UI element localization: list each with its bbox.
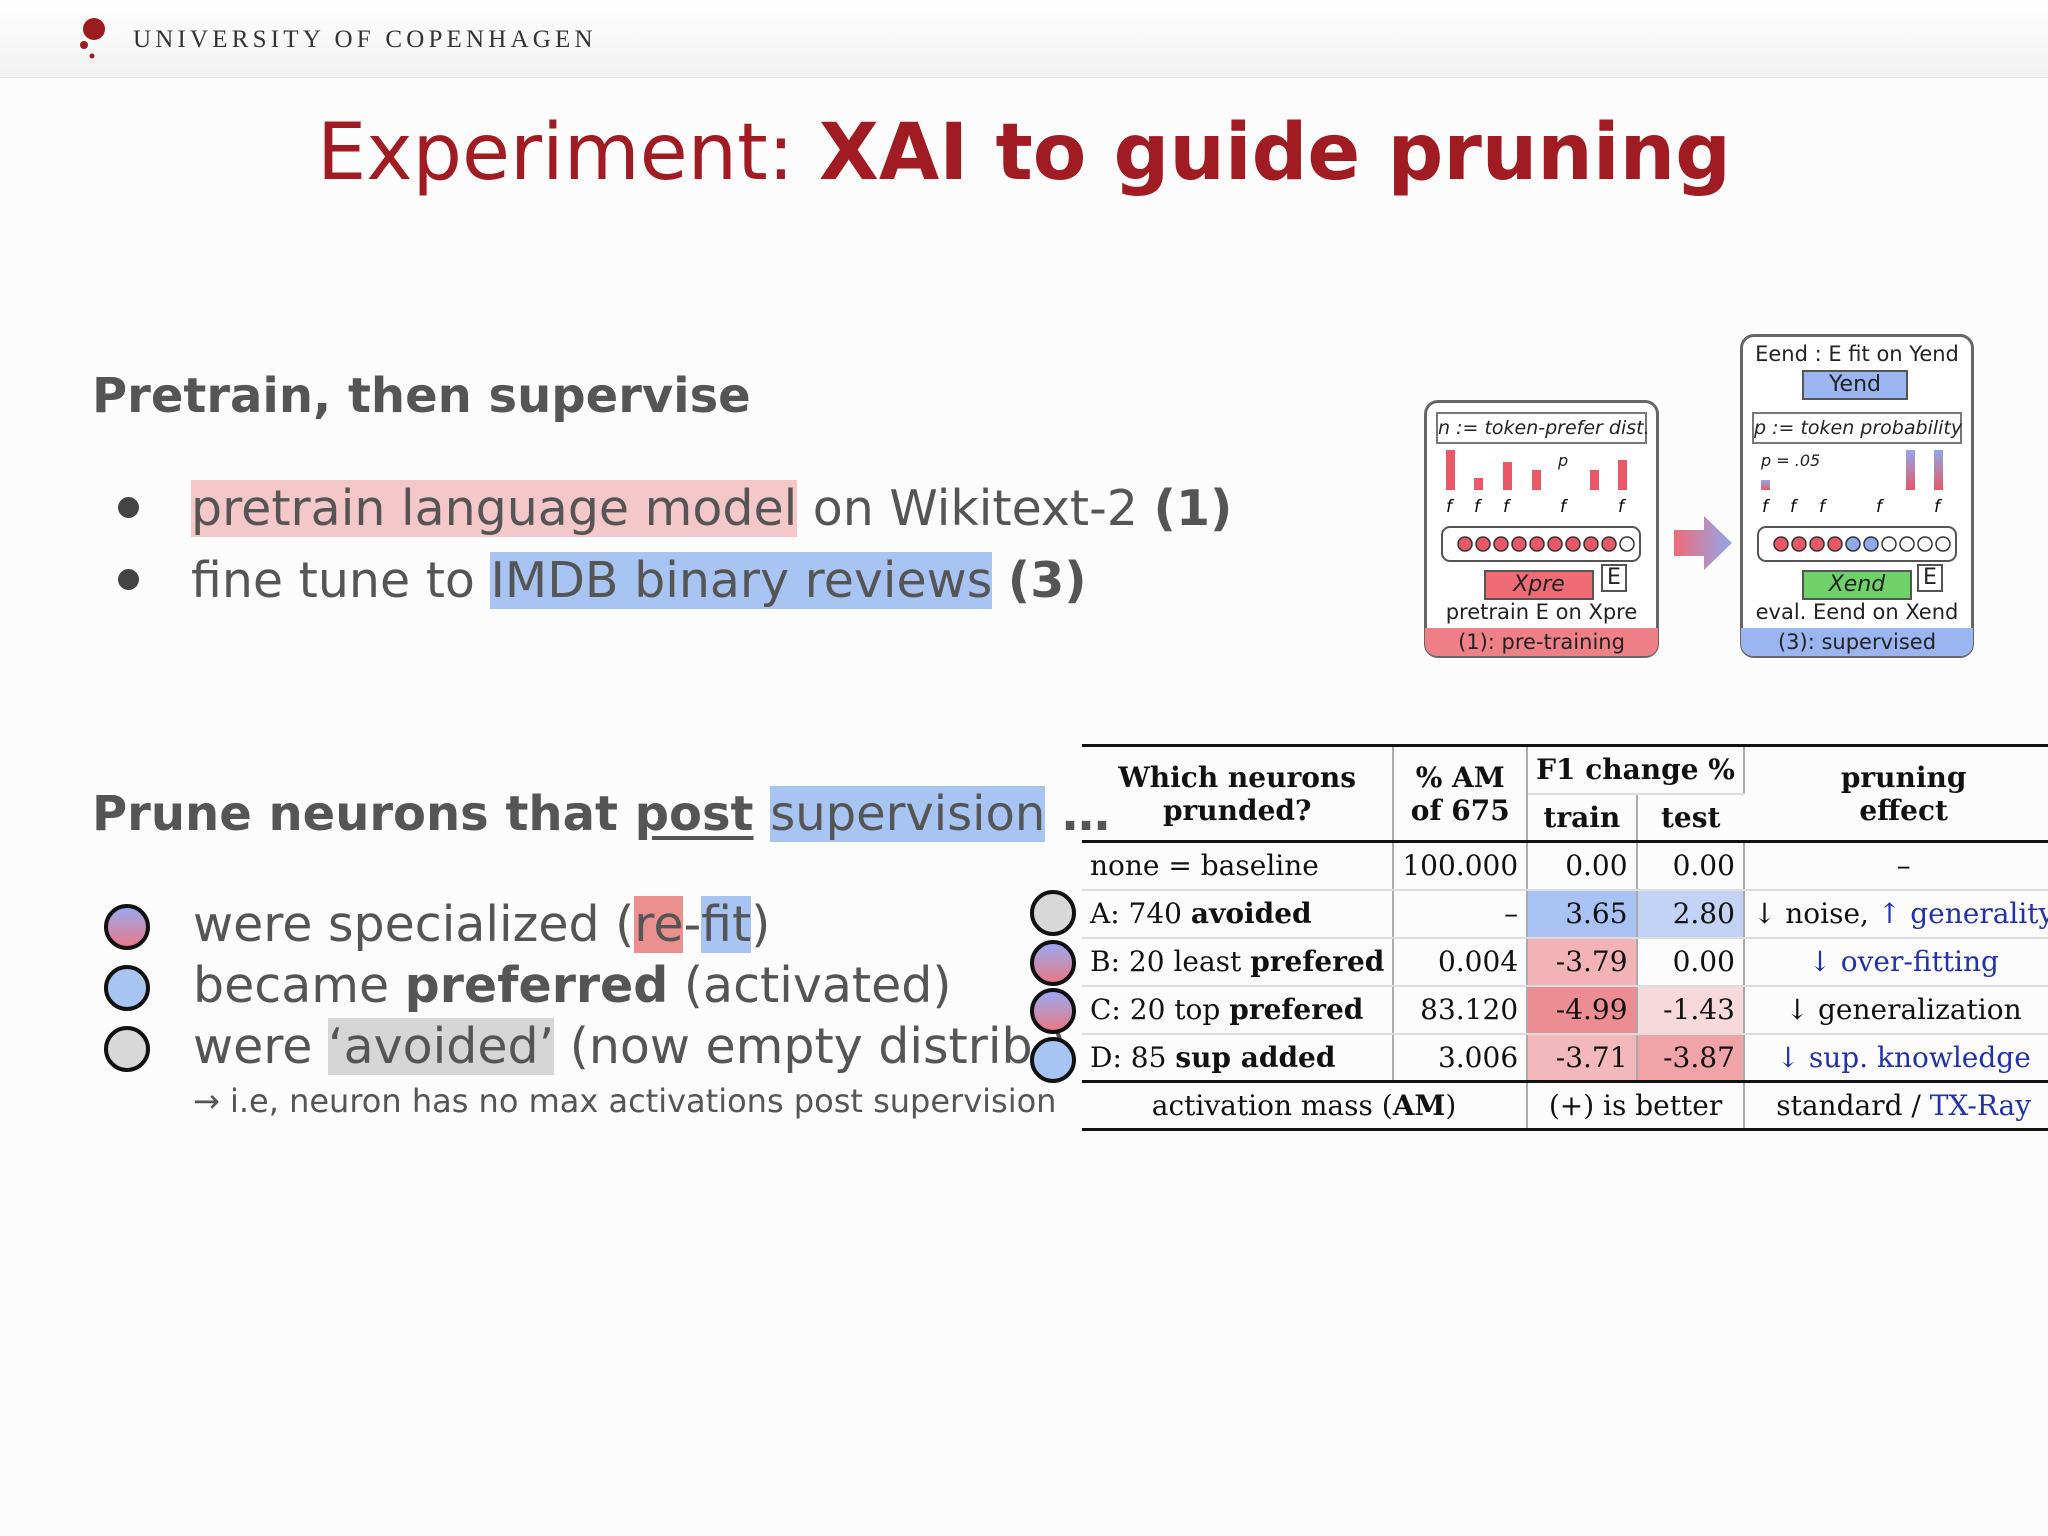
slide-title: Experiment: XAI to guide pruning [317,108,1731,198]
bullet-dot-icon [118,569,139,590]
token-prefer-label: n := token-prefer dist. [1436,412,1650,444]
gray-circle-icon [104,1026,150,1072]
gray-circle-icon [1030,890,1076,936]
col-test: test [1636,793,1744,843]
bullet-pretrain: pretrain language model on Wikitext-2 (1… [118,480,1232,537]
pk-label: p [1557,451,1568,470]
university-logo-icon [80,18,105,59]
blue-circle-icon [104,965,150,1011]
p1-label: p = .05 [1760,451,1820,470]
neuron-item-avoided: were ‘avoided’ (now empty distrib.) [193,1018,1068,1075]
note-text: → i.e, neuron has no max activations pos… [193,1082,1057,1120]
section-heading-prune: Prune neurons that post supervision … [92,786,1110,842]
table-row: B: 20 least prefered 0.004 -3.79 0.00 ↓ … [1082,937,2048,987]
col-pruning-effect: pruning effect [1743,745,2048,843]
f-label: f [1503,497,1512,517]
f-label: f [1876,497,1885,517]
right-neuron-row [1757,526,1957,562]
encoder-e-label: E [1917,564,1943,592]
supervised-footer: (3): supervised [1741,628,1973,656]
table-row: A: 740 avoided – 3.65 2.80 ↓ noise, ↑ ge… [1082,889,2048,939]
token-probability-label: p := token probability [1752,412,1962,444]
section-heading-pretrain: Pretrain, then supervise [92,368,751,424]
eval-caption: eval. Eend on Xend [1755,600,1959,624]
mixed-circle-icon [104,904,150,950]
col-which-neurons: Which neurons prunded? [1082,745,1395,843]
xend-box: Xend [1802,570,1912,600]
neuron-item-preferred: became preferred (activated) [193,957,952,1014]
f-label: f [1618,497,1627,517]
bullet-finetune: fine tune to IMDB binary reviews (3) [118,552,1087,609]
table-subheader-row: train test [1082,793,2048,843]
results-table: Which neurons prunded? % AM of 675 F1 chan… [1082,744,2048,1131]
right-bar-chart: p = .05 f f f f f [1760,450,1943,517]
mixed-circle-icon [1030,940,1076,986]
pretraining-footer: (1): pre-training [1425,628,1658,656]
university-name: UNIVERSITY OF COPENHAGEN [133,26,597,53]
encoder-e-label: E [1601,564,1627,592]
yend-box: Yend [1802,370,1908,400]
xpre-box: Xpre [1484,570,1594,600]
f-label: f [1790,497,1799,517]
mixed-circle-icon [1030,988,1076,1034]
table-row: C: 20 top prefered 83.120 -4.99 -1.43 ↓ … [1082,985,2048,1035]
col-f1-change: F1 change % [1527,745,1745,795]
table-row: D: 85 sup added 3.006 -3.71 -3.87 ↓ sup.… [1082,1033,2048,1083]
bullet-dot-icon [118,497,139,518]
f-label: f [1446,497,1455,517]
col-train: train [1527,793,1638,843]
f-label: f [1560,497,1569,517]
f-label: f [1762,497,1771,517]
f-label: f [1474,497,1483,517]
blue-circle-icon [1030,1037,1076,1083]
pretrain-caption: pretrain E on Xpre [1445,600,1638,624]
right-arrow-icon [1674,516,1732,570]
table-footer-row: activation mass (AM) (+) is better stand… [1082,1081,2048,1131]
table-header-row: Which neurons prunded? % AM of 675 F1 chan… [1082,745,2048,843]
table-row: none = baseline 100.000 0.00 0.00 – [1082,841,2048,891]
eend-label: Eend : E fit on Yend [1755,342,1959,366]
f-label: f [1819,497,1828,517]
neuron-item-specialized: were specialized (re-fit) [193,896,771,953]
left-neuron-row [1441,526,1641,562]
f-label: f [1934,497,1943,517]
header-bar [0,0,2048,78]
left-bar-chart: p f f f f f [1446,450,1627,517]
col-am: % AM of 675 [1393,745,1529,843]
